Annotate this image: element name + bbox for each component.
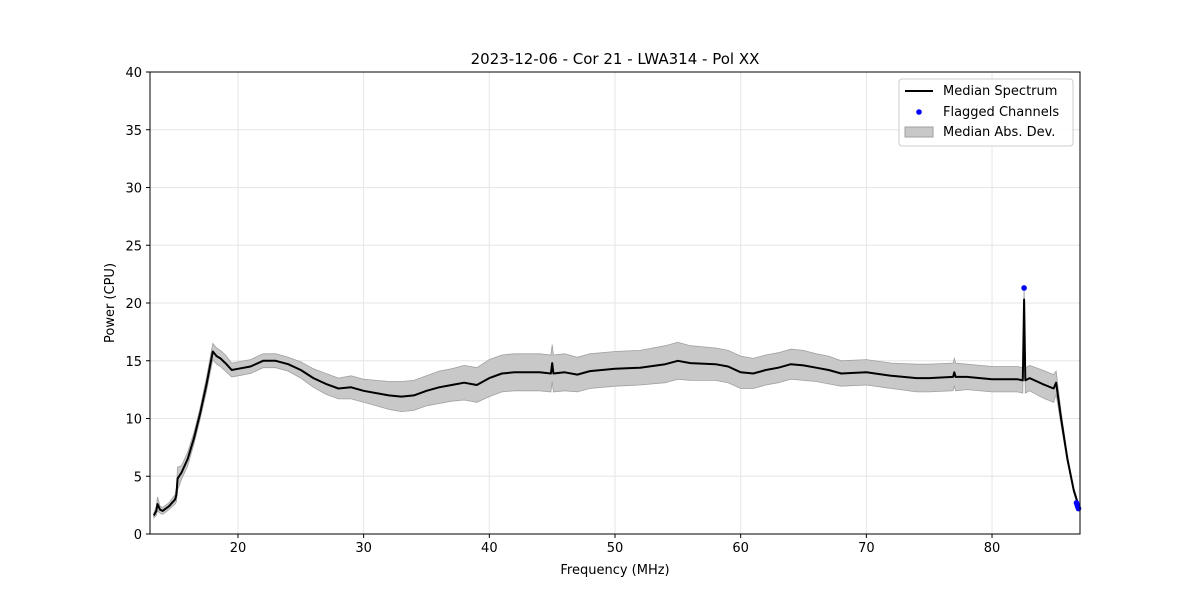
y-tick-label: 35	[125, 124, 142, 139]
y-axis: 0 5 10 15 20 25 30 35 40	[125, 66, 150, 543]
chart-title: 2023-12-06 - Cor 21 - LWA314 - Pol XX	[471, 50, 760, 68]
legend-box	[898, 78, 1074, 147]
y-tick-label: 25	[125, 239, 142, 254]
x-tick-label: 80	[984, 541, 1001, 556]
x-axis-label: Frequency (MHz)	[560, 563, 669, 578]
legend-mad-patch	[904, 126, 934, 138]
x-tick-label: 30	[355, 541, 372, 556]
y-tick-label: 40	[125, 66, 142, 81]
y-tick-label: 30	[125, 182, 142, 197]
x-tick-label: 70	[858, 541, 875, 556]
y-tick-label: 10	[125, 413, 142, 428]
flagged-channel-point	[1021, 285, 1027, 291]
y-tick-label: 0	[134, 528, 142, 543]
plot-area	[152, 285, 1082, 519]
y-tick-label: 5	[134, 470, 142, 485]
x-axis: 20 30 40 50 60 70 80	[230, 534, 1001, 556]
median-spectrum-line	[152, 298, 1080, 516]
y-tick-label: 20	[125, 297, 142, 312]
legend-median-label: Median Spectrum	[943, 84, 1057, 99]
x-tick-label: 60	[732, 541, 749, 556]
x-tick-label: 50	[607, 541, 624, 556]
y-tick-label: 15	[125, 355, 142, 370]
legend-flagged-label: Flagged Channels	[943, 105, 1059, 120]
y-axis-label: Power (CPU)	[103, 263, 118, 343]
mad-band	[153, 286, 1080, 519]
x-tick-label: 40	[481, 541, 498, 556]
legend: Median Spectrum Flagged Channels Median …	[898, 78, 1074, 147]
legend-mad-label: Median Abs. Dev.	[943, 125, 1055, 140]
x-tick-label: 20	[230, 541, 247, 556]
grid	[150, 71, 1080, 535]
legend-flagged-marker	[916, 109, 922, 115]
